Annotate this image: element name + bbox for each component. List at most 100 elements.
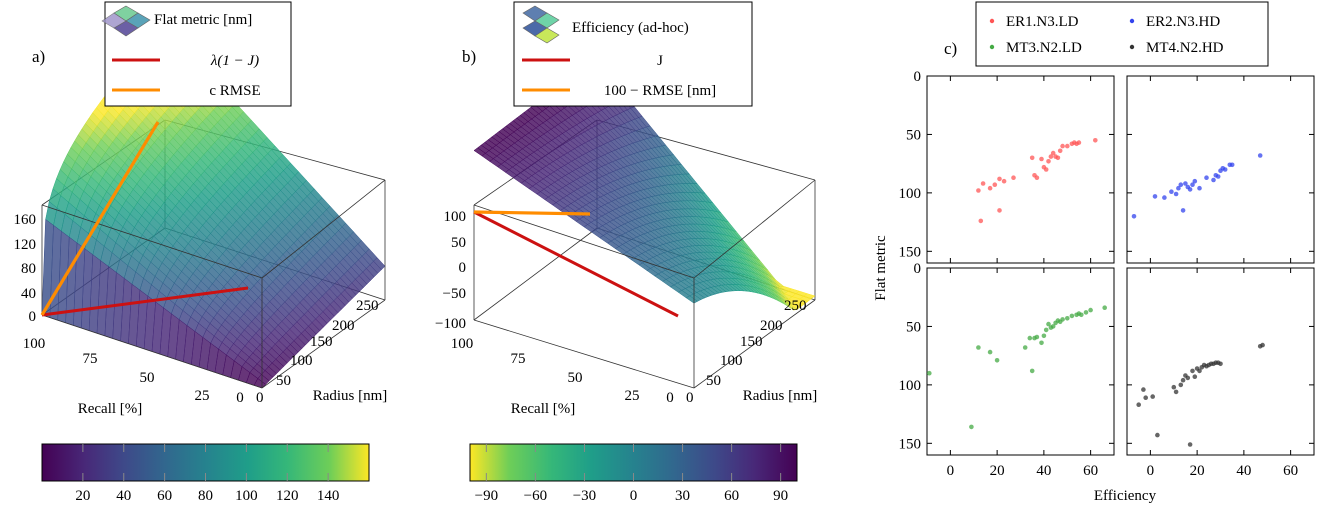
panel-b-ylabel: Radius [nm] [743, 388, 818, 404]
colorbar-tick-label: 90 [773, 488, 788, 504]
scatter-point [1027, 335, 1033, 341]
y-tick: 200 [760, 318, 783, 334]
panel-a-colorbar: 20 40 60 80 100 120 140 [41, 443, 370, 504]
scatter-point [976, 188, 981, 193]
panel-b-label: b) [462, 47, 476, 66]
z-tick: 100 [444, 209, 467, 225]
z-tick: 0 [29, 309, 37, 325]
scatter-point [1215, 174, 1221, 179]
panel-b-z-ticks: −100 −50 0 50 100 [435, 209, 466, 332]
scatter-point [1229, 162, 1235, 168]
scatter-point [1176, 185, 1181, 191]
scatter-point [1022, 345, 1028, 350]
panel-b-x-ticks: 100 75 50 25 0 [451, 336, 674, 406]
y-tick-label: 0 [914, 69, 922, 85]
panel-a-orange-line [40, 121, 160, 316]
scatter-point [1060, 317, 1065, 322]
y-tick: 50 [706, 373, 721, 389]
panel-b: b) −100 −50 0 50 100 100 [435, 1, 818, 504]
panel-c-ylabel: Flat metric [873, 235, 889, 301]
scatter-point [978, 218, 984, 224]
scatter-point [1065, 143, 1070, 149]
scatter-point [1173, 389, 1179, 395]
scatter-point [1048, 154, 1054, 159]
scatter-subplot [1126, 75, 1315, 264]
x-tick: 0 [666, 390, 674, 406]
scatter-point [1131, 214, 1137, 219]
panel-c-legend: ER1.N3.LD ER2.N3.HD MT3.N2.LD MT4.N2.HD [975, 1, 1269, 67]
scatter-point [1178, 182, 1184, 187]
legend-entry: J [657, 53, 663, 69]
surface-swatch-icon [101, 5, 151, 37]
scatter-point [1185, 184, 1191, 190]
scatter-point [997, 176, 1002, 182]
x-tick: 25 [195, 388, 210, 404]
panel-b-red-line [473, 210, 679, 318]
scatter-point [1050, 150, 1056, 156]
panel-a-legend: Flat metric [nm] λ(1 − J) c RMSE [101, 1, 292, 107]
x-tick-label: 40 [1236, 463, 1251, 479]
panel-a-label: a) [32, 47, 45, 66]
panel-b-y-ticks: 0 50 100 150 200 250 [686, 298, 807, 406]
subplot-frame [926, 75, 1115, 264]
scatter-point [1173, 191, 1179, 197]
scatter-subplot: 0 20 40 60 0 50 100 150 [899, 261, 1115, 479]
legend-entry: ER2.N3.HD [1146, 14, 1220, 30]
scatter-point [1046, 159, 1051, 164]
y-tick-label: 50 [906, 319, 921, 335]
scatter-point [1150, 394, 1155, 399]
scatter-point [1185, 375, 1191, 381]
x-tick: 75 [511, 351, 526, 367]
scatter-point [1192, 178, 1198, 184]
x-tick-label: 0 [1147, 463, 1155, 479]
subplot-frame [926, 267, 1115, 456]
legend-entry: c RMSE [209, 83, 260, 99]
panel-b-box-front [473, 179, 816, 389]
x-tick: 100 [23, 336, 46, 352]
x-tick-label: 60 [1283, 463, 1298, 479]
scatter-point [1143, 395, 1148, 401]
scatter-point [1083, 310, 1089, 315]
colorbar-tick-label: 120 [276, 488, 299, 504]
scatter-point [1079, 312, 1084, 318]
y-tick-label: 50 [906, 127, 921, 143]
scatter-point [1257, 153, 1263, 158]
scatter-point [976, 345, 981, 350]
scatter-point [1011, 175, 1016, 180]
panel-c-label: c) [944, 39, 957, 58]
y-tick: 0 [686, 390, 694, 406]
scatter-point [1093, 138, 1098, 143]
scatter-point [1029, 155, 1035, 161]
legend-entry: Efficiency (ad-hoc) [572, 20, 689, 36]
z-tick: −50 [443, 286, 466, 302]
x-tick-label: 20 [990, 463, 1005, 479]
legend-entry: λ(1 − J) [210, 53, 259, 69]
y-tick-label: 150 [899, 244, 922, 260]
scatter-point [1076, 140, 1082, 145]
scatter-point [1141, 387, 1146, 392]
scatter-point [1180, 208, 1186, 213]
scatter-point [1041, 164, 1047, 170]
scatter-point [1034, 334, 1040, 340]
panel-b-orange-line [473, 210, 591, 216]
scatter-point [1136, 402, 1141, 408]
scatter-point [987, 185, 993, 191]
scatter-point [1029, 368, 1035, 374]
scatter-point [1152, 194, 1158, 199]
legend-entry: MT4.N2.HD [1146, 40, 1224, 56]
y-tick: 100 [290, 353, 313, 369]
z-tick: 40 [21, 286, 36, 302]
scatter-point [980, 181, 986, 186]
scatter-point [1034, 175, 1040, 180]
scatter-point [1211, 177, 1216, 183]
scatter-point [1041, 333, 1047, 339]
scatter-point [1197, 368, 1202, 374]
panel-b-colorbar: −90 −60 −30 0 30 60 90 [469, 443, 798, 504]
colorbar-tick-label: 40 [116, 488, 131, 504]
colorbar-tick-label: 100 [235, 488, 258, 504]
x-tick-label: 40 [1036, 463, 1051, 479]
scatter-point [1043, 327, 1049, 333]
colorbar-tick-label: 60 [157, 488, 172, 504]
y-tick: 150 [740, 334, 763, 350]
z-tick: 120 [14, 237, 37, 253]
